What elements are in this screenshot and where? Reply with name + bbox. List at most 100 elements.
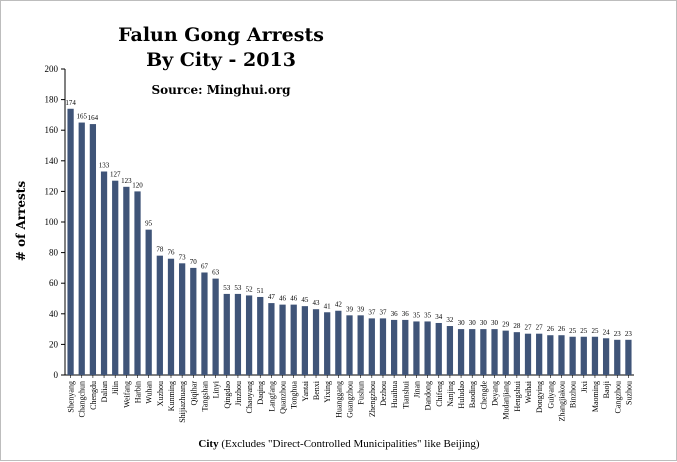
category-label: Qiqihar: [189, 381, 198, 406]
y-axis-label: # of Arrests: [14, 181, 28, 261]
category-label: Chengdu: [89, 381, 98, 410]
bar: [491, 329, 498, 375]
data-label: 51: [257, 287, 265, 295]
bar: [268, 303, 275, 375]
data-label: 41: [324, 302, 332, 310]
category-label: Tonghua: [290, 381, 299, 409]
bar: [245, 295, 253, 375]
bar: [457, 329, 465, 375]
category-label: Guangzhou: [346, 381, 355, 418]
bar: [580, 336, 587, 375]
category-label: Harbin: [134, 381, 143, 403]
data-label: 35: [424, 311, 432, 319]
x-axis-label-bold: City: [198, 438, 219, 450]
data-label: 23: [614, 330, 622, 338]
category-label: Nanjing: [446, 381, 455, 407]
y-tick-label: 140: [45, 156, 59, 166]
data-label: 76: [167, 249, 175, 257]
data-label: 95: [145, 220, 153, 228]
category-label: Baoding: [468, 381, 477, 408]
category-label: Shenyang: [67, 381, 76, 413]
category-label: Daqing: [256, 381, 265, 405]
bar: [223, 293, 230, 375]
y-tick-label: 200: [45, 64, 59, 74]
category-label: Dandong: [424, 381, 433, 410]
bar: [89, 124, 97, 375]
category-label: Chengde: [479, 381, 488, 410]
data-label: 42: [335, 301, 343, 309]
bar: [212, 278, 219, 375]
data-label: 27: [525, 324, 533, 332]
bar: [591, 336, 599, 375]
data-label: 53: [223, 284, 231, 292]
category-label: Mudanjiang: [502, 381, 511, 420]
category-label: Dezhou: [379, 381, 388, 406]
bar: [424, 321, 431, 375]
category-label: Zhangjiakou: [557, 381, 566, 421]
data-label: 30: [491, 319, 499, 327]
data-label: 26: [558, 325, 566, 333]
category-label: Kunming: [167, 381, 176, 411]
category-label: Xuzhou: [156, 381, 165, 406]
category-label: Weifang: [122, 381, 131, 408]
y-tick-label: 80: [49, 248, 59, 258]
category-label: Tangshan: [200, 381, 209, 412]
y-tick-label: 160: [45, 125, 59, 135]
category-label: Changchun: [78, 381, 87, 417]
bar: [625, 339, 632, 375]
category-label: Chaoyang: [245, 381, 254, 413]
data-label: 24: [603, 328, 611, 336]
category-label: Binzhou: [569, 381, 578, 408]
category-label: Yixing: [323, 381, 332, 403]
data-label: 174: [65, 99, 76, 107]
category-label: Suzhou: [624, 381, 633, 405]
bar: [446, 326, 454, 375]
bar: [78, 122, 85, 375]
bar: [547, 335, 554, 375]
data-label: 63: [212, 269, 220, 277]
category-label: Wuhan: [145, 381, 154, 404]
data-label: 25: [569, 327, 577, 335]
bar: [67, 108, 74, 375]
chart-title-line1: Falun Gong Arrests: [118, 24, 324, 46]
category-label: Quanzhou: [279, 381, 288, 414]
data-label: 34: [435, 313, 443, 321]
category-label: Guiyang: [546, 381, 555, 409]
data-label: 165: [76, 113, 87, 121]
category-label: Dalian: [100, 381, 109, 402]
bar: [391, 319, 398, 375]
data-label: 30: [469, 319, 477, 327]
bar: [357, 315, 364, 375]
chart-title-line2: By City - 2013: [146, 49, 296, 71]
category-label: Jilin: [111, 381, 120, 395]
bar: [502, 330, 509, 375]
bar: [301, 306, 308, 375]
data-label: 164: [88, 114, 99, 122]
bar: [156, 255, 163, 375]
data-label: 45: [301, 296, 309, 304]
bar: [402, 319, 409, 375]
bar: [190, 267, 197, 375]
category-labels: Shenyang Changchun Chengdu Dalian Jilin Weifa…: [67, 380, 634, 423]
bar: [145, 229, 152, 375]
data-label: 23: [625, 330, 633, 338]
category-label: Tianshui: [401, 380, 410, 408]
y-tick-label: 180: [45, 95, 59, 105]
data-label: 78: [156, 246, 164, 254]
data-label: 46: [290, 295, 298, 303]
category-label: Jinzhou: [234, 381, 243, 406]
bar: [480, 329, 487, 375]
bar: [469, 329, 476, 375]
data-label: 27: [536, 324, 544, 332]
category-label: Zhengzhou: [368, 381, 377, 417]
bar: [335, 310, 342, 375]
bars: [67, 108, 632, 375]
bar: [558, 335, 565, 375]
category-label: Weihai: [524, 380, 533, 403]
category-label: Hengshui: [513, 380, 522, 411]
category-label: Chifeng: [435, 381, 444, 407]
data-label: 37: [379, 308, 387, 316]
bar: [379, 318, 387, 375]
